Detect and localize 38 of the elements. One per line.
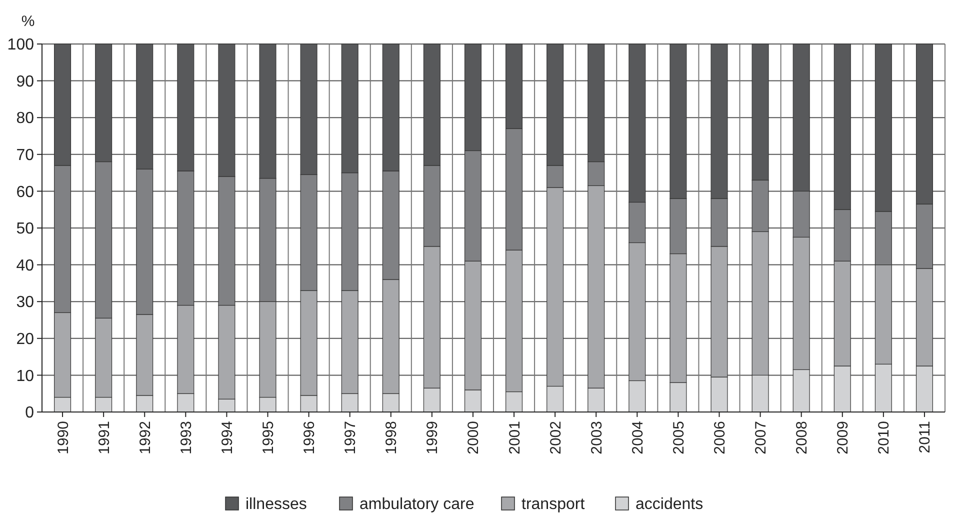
x-tick-label: 1997 [342,421,360,454]
x-tick-label: 2006 [712,421,728,454]
y-tick-label: 90 [16,73,34,90]
x-tick-label: 2008 [794,421,811,454]
x-tick-label: 2003 [588,421,606,454]
x-tick-label: 1999 [424,421,442,454]
x-tick-label: 2007 [752,421,770,454]
legend-label: ambulatory care [360,496,474,513]
x-tick-label: 1998 [383,421,400,454]
x-tick-label: 2010 [876,421,893,454]
x-tick-label: 1995 [260,421,277,454]
x-tick-label: 1990 [54,421,72,454]
y-tick-label: 60 [16,184,34,201]
y-tick-label: 70 [16,147,34,164]
x-tick-label: 1993 [178,421,195,454]
y-tick-label: 30 [16,294,34,312]
y-tick-label: 10 [16,368,34,385]
legend-label: accidents [636,496,704,513]
x-tick-label: 2001 [506,421,524,454]
x-tick-label: 2000 [465,421,482,454]
x-tick-label: 2002 [547,421,564,454]
legend-label: transport [522,496,586,513]
y-tick-label: 0 [25,404,34,422]
y-tick-label: 80 [16,110,34,128]
x-tick-label: 2005 [670,421,688,454]
y-tick-label: 50 [16,220,34,238]
x-tick-label: 1994 [218,421,236,454]
x-tick-label: 1996 [301,421,318,454]
x-tick-label: 2009 [834,421,852,454]
y-tick-label: 100 [7,36,34,54]
x-tick-label: 2004 [629,421,646,454]
x-tick-label: 1991 [96,421,113,454]
legend-label: illnesses [246,496,307,513]
x-tick-label: 2011 [916,421,934,454]
y-axis-title: % [21,13,35,30]
x-tick-label: 1992 [136,421,154,454]
y-tick-label: 20 [16,331,34,348]
y-tick-label: 40 [16,257,34,274]
